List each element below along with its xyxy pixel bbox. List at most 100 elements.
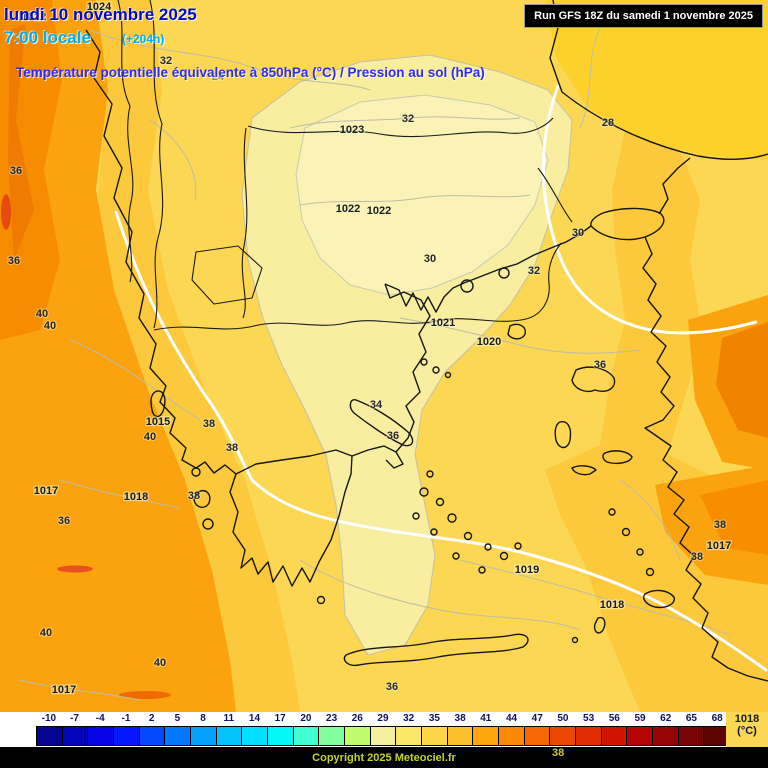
theta-e-label: 40 (154, 657, 166, 669)
scale-value: 44 (505, 713, 518, 724)
scale-value: 68 (711, 713, 723, 724)
black-sea-coast (549, 0, 768, 160)
scale-color-cell (678, 727, 705, 745)
scale-color-cell (62, 727, 89, 745)
theta-e-label: 36 (386, 681, 398, 693)
theta-e-label: 28 (602, 117, 614, 129)
theta-e-label: 30 (572, 227, 584, 239)
scale-color-cell (550, 727, 577, 745)
scale-color-cell (524, 727, 551, 745)
scale-color-cell (319, 727, 346, 745)
pressure-label: 1023 (340, 124, 364, 136)
scale-value: 41 (480, 713, 492, 724)
pressure-label: 1018 (124, 491, 148, 503)
country-border (247, 117, 554, 138)
theta-e-label: 38 (714, 519, 726, 531)
country-border (191, 245, 263, 305)
scale-color-cell (216, 727, 243, 745)
coast-adriatic-ionian (85, 29, 237, 475)
north-aegean-palest-region (295, 94, 549, 296)
island-kefalonia (193, 490, 211, 508)
small-islands (191, 267, 579, 644)
pressure-label: 1019 (515, 564, 539, 576)
scale-color-cell (114, 727, 140, 745)
scale-value: 8 (200, 713, 206, 724)
white-isobar-lines (114, 84, 768, 672)
pressure-label: 1017 (707, 540, 731, 552)
island-ikaria (571, 465, 597, 476)
pressure-label: 1020 (477, 336, 501, 348)
red-streak (1, 194, 11, 230)
country-border (149, 0, 164, 329)
theta-e-label: 40 (36, 308, 48, 320)
copyright-bar: Copyright 2025 Meteociel.fr (0, 747, 768, 768)
west-darker-streak (8, 24, 34, 260)
model-run-info: Run GFS 18Z du samedi 1 novembre 2025 (524, 4, 763, 28)
scale-value: 50 (557, 713, 569, 724)
scale-value: -4 (95, 713, 105, 724)
coast-east-mainland (384, 283, 431, 453)
east-dark-orange-lower (700, 480, 768, 555)
pressure-label: 1022 (22, 11, 46, 23)
east-gold-band (600, 130, 700, 480)
scale-value: 17 (274, 713, 286, 724)
theta-e-label: 40 (44, 320, 56, 332)
gray-contour-lines (19, 27, 731, 701)
country-border (537, 167, 573, 223)
black-sea-bright-region (545, 0, 768, 160)
scale-value: 5 (174, 713, 181, 724)
coastlines (85, 0, 768, 682)
theta-e-label: 32 (528, 265, 540, 277)
theta-e-label: 36 (387, 430, 399, 442)
coast-turkey-aegean (642, 236, 768, 682)
theta-e-label: 36 (594, 359, 606, 371)
bottom-right-map-patch: 1018 (°C) (726, 712, 768, 747)
scale-value: 38 (454, 713, 466, 724)
pressure-label: 1021 (431, 317, 455, 329)
island-lesbos (571, 366, 616, 393)
scale-color-cell (576, 727, 602, 745)
west-gold-band (88, 0, 300, 712)
theta-e-pressure-map: 1022 1024 1023 1022 1022 1021 1020 1015 1018 1017… (0, 0, 768, 712)
theta-e-label: 32 (402, 113, 414, 125)
scale-value: 32 (403, 713, 415, 724)
west-orange-band (0, 0, 236, 712)
island-karpathos (593, 616, 606, 634)
pressure-label: 1022 (367, 205, 391, 217)
pressure-label: 1017 (34, 485, 58, 497)
coast-gulf-of-corinth (235, 449, 353, 475)
color-scale-bar (36, 726, 730, 746)
scale-color-cell (396, 727, 423, 745)
scale-color-cell (370, 727, 397, 745)
scale-unit-label: (°C) (737, 725, 757, 737)
forecast-offset: (+204h) (122, 32, 165, 46)
country-borders (117, 0, 573, 331)
scale-color-cell (653, 727, 679, 745)
coast-thrace (463, 225, 592, 284)
island-chios (554, 421, 572, 449)
pressure-labels: 1022 1024 1023 1022 1022 1021 1020 1015 1018 1017… (21, 0, 733, 697)
scale-color-cell (704, 727, 730, 745)
island-euboea (349, 399, 414, 447)
country-border (117, 0, 134, 283)
pressure-label: 1018 (734, 713, 760, 725)
scale-value: 11 (223, 713, 235, 724)
scale-value: 23 (326, 713, 338, 724)
temperature-fill-regions (0, 0, 768, 712)
scale-color-cell (293, 727, 320, 745)
pressure-label: 1015 (146, 416, 170, 428)
map-title: Température potentielle équivalente à 85… (16, 65, 485, 80)
red-streak (57, 565, 93, 573)
scale-value: 20 (300, 713, 312, 724)
east-dark-orange-upper (716, 322, 768, 438)
scale-value: 56 (608, 713, 620, 724)
scale-color-cell (601, 727, 628, 745)
isobar-east-line (541, 84, 758, 335)
theta-e-label: 36 (10, 165, 22, 177)
scale-value: 35 (428, 713, 440, 724)
island-crete (343, 633, 529, 667)
bosphorus (658, 157, 691, 215)
scale-color-cell (422, 727, 448, 745)
copyright-text: Copyright 2025 Meteociel.fr (312, 751, 456, 764)
